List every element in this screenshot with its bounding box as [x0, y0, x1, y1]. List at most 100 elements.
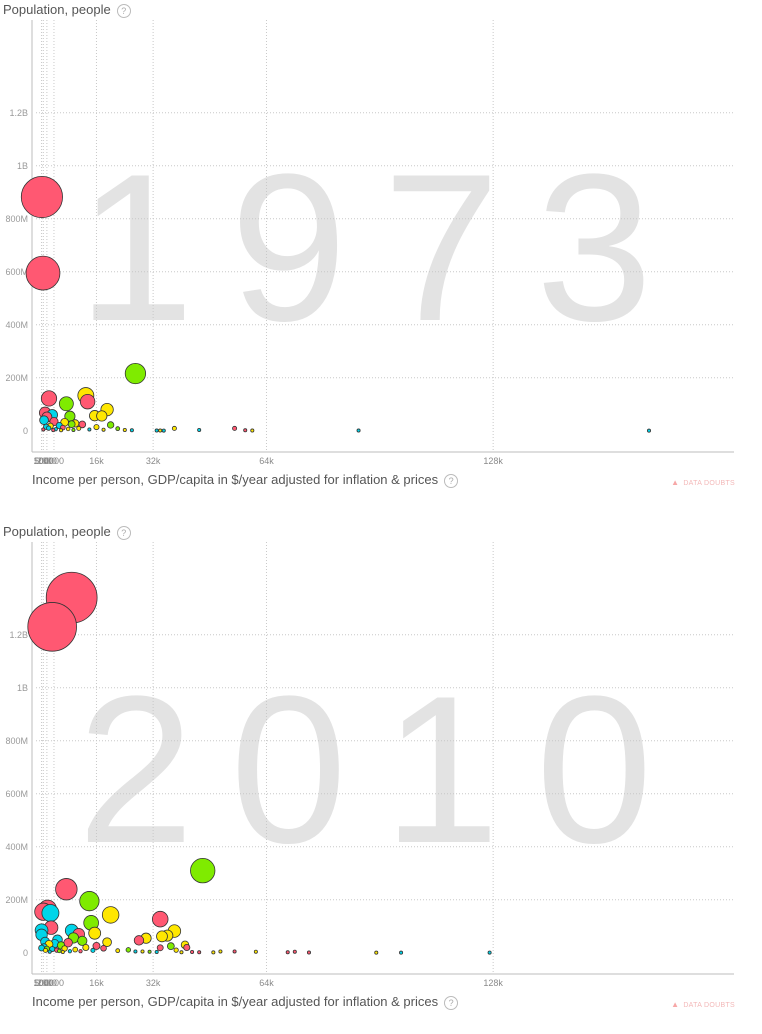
- data-bubble: [253, 949, 258, 954]
- data-bubble: [140, 949, 145, 954]
- data-bubble: [124, 362, 147, 385]
- data-bubble: [179, 950, 184, 955]
- data-bubble: [356, 428, 361, 433]
- y-tick-label: 200M: [5, 373, 28, 383]
- data-bubble: [71, 428, 76, 433]
- data-bubble: [72, 946, 79, 953]
- data-bubble: [487, 950, 492, 955]
- data-bubble: [106, 421, 115, 429]
- y-tick-label: 1B: [17, 161, 28, 171]
- data-bubble: [92, 941, 101, 950]
- data-bubble: [58, 396, 74, 412]
- x-axis-title-text: Income per person, GDP/capita in $/year …: [32, 472, 439, 487]
- x-tick-label: 4000: [44, 456, 64, 466]
- x-axis-title[interactable]: Income per person, GDP/capita in $/year …: [32, 994, 459, 1010]
- data-bubble: [122, 428, 127, 433]
- data-bubble: [42, 947, 48, 953]
- warning-icon: ▲: [671, 478, 680, 487]
- data-bubble: [102, 937, 112, 947]
- data-bubble: [190, 858, 216, 884]
- x-axis-title[interactable]: Income per person, GDP/capita in $/year …: [32, 472, 459, 488]
- help-icon[interactable]: ?: [116, 3, 131, 18]
- data-bubble: [87, 427, 92, 432]
- x-tick-label: 16k: [89, 978, 104, 988]
- y-tick-label: 800M: [5, 214, 28, 224]
- y-tick-label: 0: [23, 426, 28, 436]
- data-doubts-link[interactable]: ▲ DATA DOUBTS: [671, 1000, 735, 1009]
- x-tick-label: 16k: [89, 456, 104, 466]
- data-bubble: [147, 949, 152, 954]
- data-bubble: [39, 415, 49, 425]
- data-bubble: [67, 949, 72, 954]
- x-tick-label: 500: [34, 456, 49, 466]
- help-icon[interactable]: ?: [444, 995, 459, 1010]
- data-bubble: [292, 949, 297, 954]
- data-bubble: [232, 425, 238, 431]
- data-bubble: [211, 950, 216, 955]
- data-bubble: [232, 949, 237, 954]
- data-bubble: [171, 425, 177, 431]
- data-bubble: [41, 427, 46, 432]
- chart-panel-1973: Population, people? 1973 0 200M 400M 600M 800…: [0, 0, 762, 512]
- data-bubble: [646, 428, 651, 433]
- data-bubble: [57, 948, 62, 954]
- year-watermark: 2010: [77, 652, 688, 887]
- y-tick-label: 400M: [5, 320, 28, 330]
- x-tick-label: 1000: [33, 456, 53, 466]
- data-bubble: [154, 950, 159, 955]
- help-icon[interactable]: ?: [444, 473, 459, 488]
- y-tick-label: 400M: [5, 842, 28, 852]
- data-bubble: [125, 947, 132, 953]
- bubble-chart: 2010 0 200M 400M 600M 800M 1B 1.2B 5001000200040…: [5, 542, 734, 988]
- data-bubble: [197, 428, 202, 433]
- data-bubble: [27, 602, 77, 652]
- data-bubble: [41, 904, 60, 922]
- data-bubble: [101, 427, 106, 432]
- data-bubble: [79, 891, 100, 912]
- data-bubble: [76, 425, 82, 431]
- y-tick-label: 600M: [5, 789, 28, 799]
- y-tick-label: 1.2B: [9, 108, 28, 118]
- data-bubble: [93, 424, 100, 431]
- data-bubble: [55, 878, 78, 901]
- data-doubts-label: DATA DOUBTS: [683, 1002, 735, 1009]
- y-tick-label: 800M: [5, 736, 28, 746]
- x-tick-label: 4000: [44, 978, 64, 988]
- data-bubble: [47, 949, 52, 954]
- x-tick-label: 64k: [259, 978, 274, 988]
- data-bubble: [78, 420, 87, 429]
- y-tick-label: 200M: [5, 895, 28, 905]
- data-doubts-link[interactable]: ▲ DATA DOUBTS: [671, 478, 735, 487]
- y-axis-title-text: Population, people: [3, 2, 111, 17]
- data-bubble: [154, 428, 159, 433]
- y-tick-label: 600M: [5, 267, 28, 277]
- data-bubble: [161, 428, 166, 433]
- data-bubble: [65, 426, 71, 432]
- data-bubble: [374, 950, 379, 955]
- x-tick-label: 128k: [483, 978, 503, 988]
- data-bubble: [156, 944, 164, 952]
- help-icon[interactable]: ?: [116, 525, 131, 540]
- x-tick-label: 32k: [146, 978, 161, 988]
- data-bubble: [151, 910, 169, 928]
- data-bubble: [250, 428, 255, 433]
- data-bubble: [243, 428, 248, 433]
- x-tick-label: 32k: [146, 456, 161, 466]
- data-bubble: [133, 935, 145, 946]
- data-bubble: [51, 428, 56, 433]
- data-bubble: [115, 426, 121, 432]
- data-bubble: [46, 425, 52, 431]
- y-axis-title[interactable]: Population, people?: [3, 524, 131, 540]
- y-axis-title[interactable]: Population, people?: [3, 2, 131, 18]
- data-bubble: [40, 390, 58, 407]
- data-bubble: [218, 949, 223, 954]
- y-axis-title-text: Population, people: [3, 524, 111, 539]
- data-bubble: [59, 428, 64, 433]
- data-bubble: [190, 950, 195, 955]
- y-tick-label: 1B: [17, 683, 28, 693]
- data-bubble: [96, 410, 108, 422]
- data-bubble: [306, 950, 311, 955]
- data-bubble: [173, 947, 179, 953]
- data-bubble: [129, 428, 134, 433]
- data-bubble: [25, 255, 61, 291]
